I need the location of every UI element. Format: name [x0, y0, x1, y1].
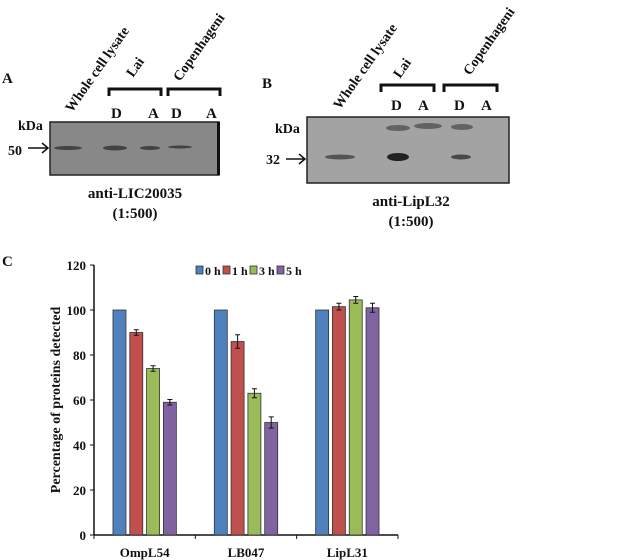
- panel-a-letter: A: [2, 71, 13, 87]
- panel-b-antibody: anti-LipL32: [372, 194, 450, 210]
- y-tick-label: 80: [73, 348, 86, 363]
- panel-b-arrow-icon: [286, 153, 307, 165]
- x-tick-label: LipL31: [327, 545, 368, 560]
- panel-b-sublane: A: [481, 98, 492, 114]
- panel-b-sublane: D: [454, 98, 465, 114]
- bar-LipL31-1h: [332, 306, 346, 536]
- panel-a-sublane: D: [111, 106, 122, 122]
- panel-a-antibody: anti-LIC20035: [88, 186, 182, 202]
- panel-b-marker: 32: [266, 153, 280, 168]
- y-tick-label: 120: [67, 258, 87, 273]
- panel-a-lai-bracket: [107, 87, 163, 96]
- bar-LipL31-0h: [315, 309, 330, 536]
- panel-a-marker: 50: [8, 144, 22, 159]
- panel-a-copenhageni-bracket: [166, 87, 222, 96]
- bar-OmpL54-5h: [162, 401, 177, 536]
- bar-LipL31-5h: [365, 307, 380, 536]
- error-bar: [353, 296, 359, 304]
- panel-a-arrow-icon: [28, 142, 50, 154]
- legend-label: 3 h: [259, 264, 275, 278]
- legend-swatch: [249, 265, 258, 275]
- error-bar: [235, 334, 241, 349]
- panel-a-sublane: D: [171, 106, 182, 122]
- legend-label: 0 h: [205, 264, 221, 278]
- panel-a-kda-label: kDa: [18, 119, 43, 134]
- panel-b-lai-bracket: [379, 83, 436, 92]
- bar-OmpL54-0h: [112, 309, 127, 536]
- y-tick-label: 100: [67, 303, 87, 318]
- error-bar: [167, 399, 173, 406]
- legend-label: 5 h: [286, 264, 302, 278]
- bar-OmpL54-1h: [129, 332, 144, 536]
- panel-b-kda-label: kDa: [275, 122, 300, 137]
- panel-b-letter: B: [262, 76, 272, 92]
- panel-b-sublane: D: [391, 98, 402, 114]
- panel-b-dilution: (1:500): [389, 214, 434, 230]
- error-bar: [268, 416, 274, 429]
- bar-chart: 0 20 40 60 80 100 120 OmpL54 LB047 LipL31 0 h 1 h 3 …: [67, 258, 399, 560]
- error-bar: [370, 302, 376, 313]
- legend-swatch: [195, 265, 204, 275]
- error-bar: [251, 388, 257, 399]
- y-axis-label: Percentage of proteins detected: [49, 307, 64, 494]
- panel-b-sublane: A: [418, 98, 429, 114]
- panel-b-lane-copenhageni: Copenhageni: [461, 5, 518, 78]
- panel-a-lane-lai: Lai: [124, 55, 148, 80]
- panel-b-copenhageni-bracket: [442, 83, 499, 92]
- error-bar: [150, 365, 156, 372]
- bar-LB047-3h: [247, 392, 262, 536]
- panel-a-sublane: A: [148, 106, 159, 122]
- x-tick-label: OmpL54: [120, 545, 170, 560]
- blot-edge: [217, 122, 220, 175]
- y-tick-label: 0: [80, 528, 87, 543]
- y-tick-label: 40: [73, 438, 86, 453]
- bar-LB047-0h: [213, 309, 228, 536]
- panel-a-lane-whole: Whole cell lysate: [63, 25, 133, 116]
- bar-OmpL54-3h: [146, 368, 160, 536]
- y-tick-label: 60: [73, 393, 86, 408]
- panel-b-lane-lai: Lai: [391, 56, 415, 81]
- error-bar: [336, 302, 342, 311]
- bar-LipL31-3h: [348, 299, 363, 536]
- error-bar: [133, 329, 139, 336]
- panel-c-letter: C: [2, 254, 13, 270]
- panel-a-sublane: A: [206, 106, 217, 122]
- panel-a-lane-copenhageni: Copenhageni: [171, 11, 228, 84]
- x-tick-label: LB047: [228, 545, 265, 560]
- panel-b-bands: [325, 123, 473, 161]
- legend-label: 1 h: [232, 264, 248, 278]
- bar-LB047-1h: [230, 341, 245, 536]
- y-tick-label: 20: [73, 483, 86, 498]
- panel-a-dilution: (1:500): [113, 206, 158, 222]
- panel-a-bands: [54, 145, 192, 151]
- legend-swatch: [276, 265, 285, 275]
- bar-LB047-5h: [264, 422, 279, 536]
- legend-swatch: [222, 265, 231, 275]
